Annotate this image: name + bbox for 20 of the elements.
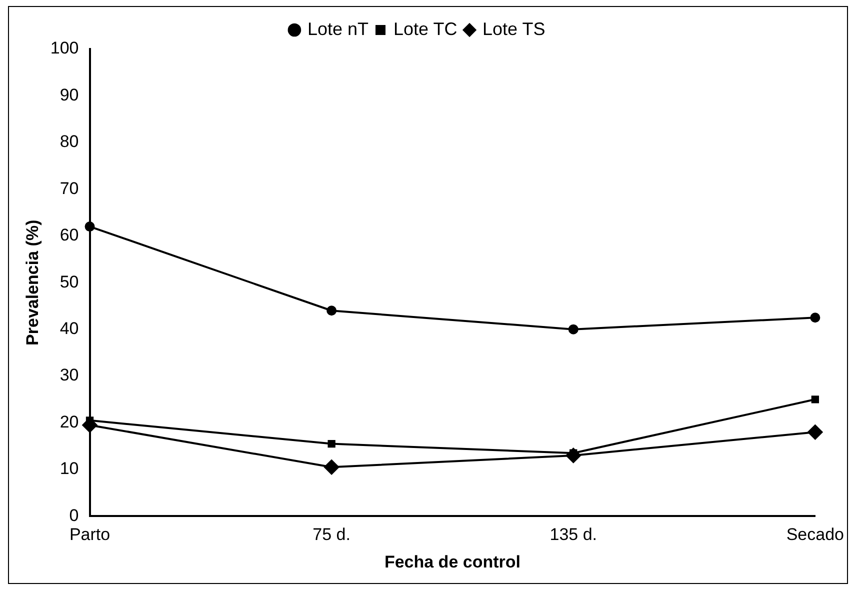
y-tick-label: 70 <box>60 178 79 198</box>
y-tick-label: 100 <box>50 38 79 58</box>
legend-label: Lote TC <box>393 18 458 39</box>
y-tick-label: 80 <box>60 132 79 152</box>
x-tick-label: Parto <box>69 525 110 544</box>
x-axis-title: Fecha de control <box>384 552 520 572</box>
legend-label: Lote nT <box>307 18 368 39</box>
y-tick-label: 20 <box>60 412 79 432</box>
y-tick-label: 60 <box>60 226 79 245</box>
x-tick-label: Secado <box>786 525 844 544</box>
y-axis-title: Prevalencia (%) <box>22 220 42 346</box>
x-tick-label: 75 d. <box>312 525 350 544</box>
y-tick-label: 40 <box>60 319 79 338</box>
y-tick-label: 50 <box>60 272 79 292</box>
y-tick-label: 30 <box>60 366 79 385</box>
x-tick-label: 135 d. <box>550 525 597 544</box>
y-tick-label: 0 <box>69 506 79 525</box>
y-tick-label: 90 <box>60 85 79 104</box>
y-tick-label: 10 <box>60 459 79 478</box>
legend-label: Lote TS <box>482 18 546 39</box>
